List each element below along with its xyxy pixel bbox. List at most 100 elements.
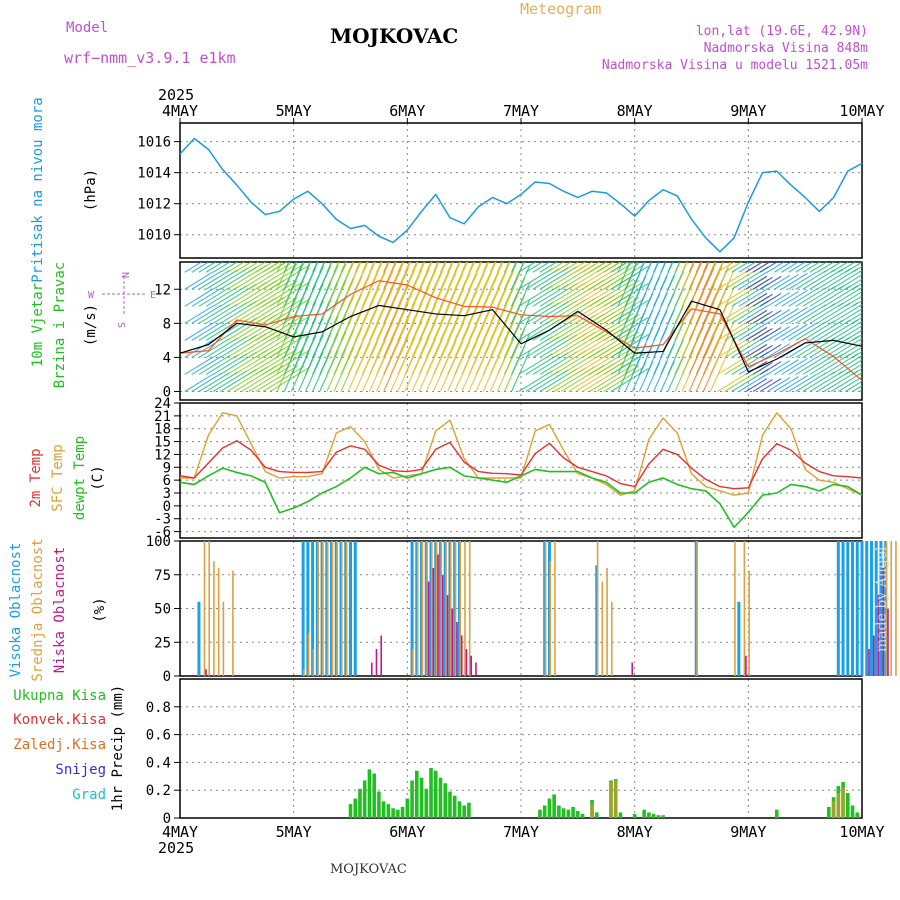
high-cloud-bar: [737, 601, 741, 676]
wind-arrow: [212, 268, 248, 290]
wind-arrows: [184, 262, 862, 392]
low-cloud-bar: [745, 655, 747, 676]
wind-arrow: [525, 336, 560, 358]
wind-arrow: [781, 306, 808, 324]
wind-arrow: [745, 262, 764, 273]
low-cloud-bar: [631, 662, 634, 676]
mid-cloud-bar: [601, 581, 604, 676]
wind-arrow: [525, 353, 560, 375]
wind-arrow: [596, 313, 640, 341]
high-cloud-bar: [841, 541, 845, 676]
wind-arrow: [525, 285, 560, 307]
total-precip-bar: [632, 813, 637, 818]
total-precip-bar: [462, 805, 466, 818]
low-cloud-bar: [446, 595, 449, 676]
wind-arrow: [795, 270, 827, 290]
wind-arrow: [838, 342, 862, 358]
wind-ytick-label: 12: [154, 282, 171, 298]
wind-arrow: [397, 262, 404, 273]
wind-arrow: [610, 317, 649, 341]
wind-arrow: [610, 282, 649, 307]
wind-arrow: [603, 262, 622, 273]
wind-arrow: [198, 338, 230, 358]
wind-arrow: [795, 304, 827, 324]
high-cloud-bar: [410, 541, 414, 676]
wind-arrow: [525, 262, 544, 273]
wind-arrow: [511, 299, 531, 341]
low-cloud-bar: [205, 669, 207, 676]
wind-arrow: [518, 302, 553, 324]
mid-cloud-bar: [421, 541, 424, 676]
wind-arrow: [589, 346, 635, 375]
low-cloud-bar: [432, 568, 435, 676]
total-precip-bar: [467, 802, 471, 818]
wind-arrow: [709, 262, 716, 273]
conv-precip-bar: [590, 804, 594, 818]
wind-arrow: [788, 373, 817, 392]
wind-arrow: [610, 265, 649, 290]
wind-arrow: [745, 310, 768, 324]
bottom-date-label: 10MAY: [839, 823, 884, 841]
wind-arrow: [845, 329, 862, 341]
wind-arrow: [596, 262, 615, 273]
temperature-ytick-label: 18: [154, 422, 171, 438]
wind-arrow: [809, 370, 844, 392]
wind-arrow: [489, 262, 496, 273]
total-precip-bar: [642, 809, 646, 818]
wind-arrow: [198, 262, 217, 273]
wind-arrow: [511, 316, 531, 358]
wind-arrow: [809, 319, 844, 341]
wind-arrow: [518, 370, 553, 392]
mid-cloud-bar: [554, 541, 556, 676]
wind-arrow: [759, 292, 782, 307]
wind-arrow: [774, 376, 799, 392]
mid-cloud-bar: [322, 541, 324, 676]
total-precip-bar: [362, 780, 367, 818]
wind-arrow: [781, 375, 808, 392]
wind-arrow: [845, 380, 862, 392]
total-precip-bar: [438, 777, 443, 818]
wind-arrow: [717, 262, 736, 273]
wind-arrow: [248, 262, 267, 273]
wind-arrow: [568, 262, 587, 273]
total-precip-bar: [561, 808, 566, 818]
temperature-ytick-label: 21: [154, 409, 171, 425]
wind-arrow: [525, 302, 560, 324]
wind-arrow: [795, 372, 827, 392]
model-elevation-label: Nadmorska Visina u modelu 1521.05m: [601, 58, 868, 73]
mid-cloud-bar: [449, 541, 452, 676]
top-date-label: 9MAY: [730, 102, 766, 120]
wind-arrow: [852, 367, 862, 375]
wind-arrow: [305, 262, 311, 273]
wind-arrow: [361, 262, 368, 273]
wind-arrow: [511, 262, 517, 273]
bottom-date-label: 5MAY: [276, 823, 312, 841]
wind-arrow: [752, 262, 771, 273]
wind-arrow: [390, 262, 396, 273]
dewpoint-ylabel: dewpt Temp: [72, 436, 88, 520]
total-precip-bar: [381, 801, 386, 818]
wind-arrow: [766, 377, 791, 392]
bottom-date-label: 4MAY: [162, 823, 198, 841]
mid-cloud-bar: [317, 541, 319, 676]
wind-arrow: [745, 344, 768, 358]
wind-arrow: [802, 354, 836, 375]
precip-panel: 0 0.2 0.4 0.6 0.8: [146, 678, 863, 827]
total-precip-bar: [845, 792, 850, 818]
wind-arrow: [255, 297, 298, 324]
total-precip-bar: [855, 812, 860, 818]
precip-legend-item: Ukupna Kisa: [13, 688, 106, 704]
wind-ytick-label: 8: [163, 316, 171, 332]
conv-precip-bar: [836, 792, 841, 818]
wind-arrow: [759, 309, 782, 324]
wind-arrow: [255, 280, 298, 307]
pressure-ytick-label: 1010: [137, 228, 171, 244]
wind-arrow: [709, 336, 736, 392]
wind-arrow: [184, 322, 214, 341]
wind-arrow: [774, 308, 799, 324]
wind-arrow: [823, 268, 859, 290]
wind-arrow: [802, 371, 836, 392]
wind-compass: N W E S: [88, 272, 156, 328]
wind-arrow: [234, 262, 253, 273]
mid-cloud-bar: [326, 541, 329, 676]
